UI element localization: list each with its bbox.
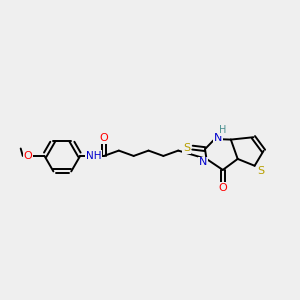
Text: N: N — [199, 158, 207, 167]
Text: H: H — [219, 125, 227, 135]
Text: S: S — [183, 142, 190, 153]
Text: S: S — [258, 166, 265, 176]
Text: NH: NH — [86, 151, 102, 161]
Text: N: N — [214, 133, 223, 142]
Text: O: O — [23, 151, 32, 161]
Text: O: O — [218, 183, 227, 193]
Text: O: O — [100, 133, 108, 143]
